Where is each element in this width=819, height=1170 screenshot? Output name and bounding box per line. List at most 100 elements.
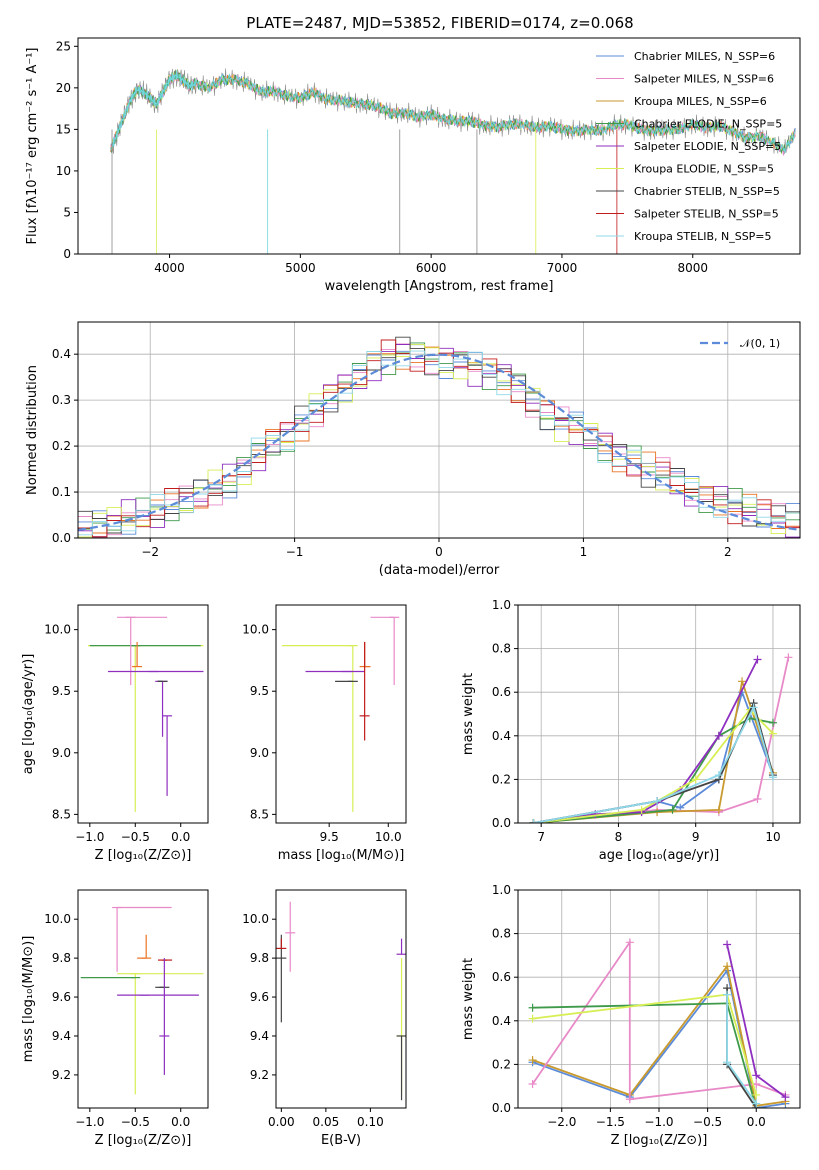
x-tick-label: 5000 (285, 261, 316, 275)
y-tick-label: 0.2 (492, 772, 511, 786)
y-tick-label: 0.4 (52, 347, 71, 361)
y-tick-label: 9.4 (250, 1029, 269, 1043)
series-point (528, 1014, 537, 1023)
panel-mass-vs-z: −1.0 −0.5 0.0 9.2 9.4 9.6 9.8 10.0 Z [log₁₀(Z/Z⊙… (21, 889, 209, 1148)
legend-entry: Kroupa MILES, N_SSP=6 (634, 95, 767, 108)
series-point (768, 773, 777, 782)
x-tick-label: −0.5 (121, 830, 150, 844)
errorbar-point (359, 641, 370, 741)
x-tick-label: 8000 (677, 261, 708, 275)
series-point (752, 1099, 761, 1108)
y-tick-label: 9.6 (250, 990, 269, 1004)
legend-entry: 𝒩(0, 1) (740, 337, 780, 350)
errorbar-point (117, 616, 168, 686)
series-point (768, 718, 777, 727)
y-tick-label: 9.8 (250, 951, 269, 965)
normal-curve (78, 353, 800, 531)
x-tick-label: −1 (286, 545, 304, 559)
series-point (691, 775, 700, 784)
y-tick-label: 0.8 (492, 642, 511, 656)
x-tick-label: 0.0 (747, 1115, 766, 1129)
x-tick-label: 2 (724, 545, 732, 559)
y-tick-label: 0.3 (52, 393, 71, 407)
x-tick-label: −1.5 (596, 1115, 625, 1129)
series-point (625, 938, 634, 947)
x-tick-label: 8 (615, 830, 623, 844)
series-point (625, 1095, 634, 1104)
y-tick-label: 8.5 (250, 807, 269, 821)
y-tick-label: 1.0 (492, 883, 511, 897)
x-axis-label: Z [log₁₀(Z/Z⊙)] (95, 1133, 192, 1148)
series-point (781, 1093, 790, 1102)
x-tick-label: 10 (765, 830, 780, 844)
x-tick-label: −1.0 (644, 1115, 673, 1129)
x-tick-label: 6000 (416, 261, 447, 275)
y-tick-label: 10 (56, 164, 71, 178)
y-tick-label: 10.0 (44, 912, 71, 926)
series-line-chabrier_elodie (532, 1002, 758, 1108)
y-tick-label: 0.0 (492, 816, 511, 830)
errorbar-point (159, 958, 170, 1075)
figure-title: PLATE=2487, MJD=53852, FIBERID=0174, z=0… (246, 14, 633, 32)
x-tick-label: −1.0 (75, 830, 104, 844)
x-axis-label: age [log₁₀(age/yr)] (599, 848, 720, 863)
plot-area (276, 901, 406, 1101)
plot-area (88, 616, 204, 812)
errorbar-point (396, 1035, 406, 1101)
plot-area (78, 336, 800, 538)
x-tick-label: 0.10 (357, 1115, 384, 1129)
histogram-chabrier_stelib (78, 336, 800, 538)
x-tick-label: 0.00 (268, 1115, 295, 1129)
series-point (653, 797, 662, 806)
errorbar-point (88, 645, 204, 812)
x-tick-label: −2 (141, 545, 159, 559)
errorbar-point (276, 934, 287, 1023)
plot-area (110, 68, 796, 254)
x-tick-label: 9.5 (320, 830, 339, 844)
series-point (768, 729, 777, 738)
series-line-kroupa_elodie (532, 993, 758, 1096)
legend-entry: Kroupa STELIB, N_SSP=5 (634, 230, 772, 243)
plot-area (528, 938, 790, 1108)
y-tick-label: 9.5 (52, 684, 71, 698)
x-tick-label: −0.5 (121, 1115, 150, 1129)
axes-frame (275, 889, 407, 1109)
x-tick-label: 9 (692, 830, 700, 844)
axes-frame (77, 37, 801, 255)
axes-frame (77, 889, 209, 1109)
errorbar-point (137, 934, 152, 959)
legend-entry: Chabrier STELIB, N_SSP=5 (634, 185, 780, 198)
series-point (784, 653, 793, 662)
series-point (752, 1090, 761, 1099)
plot-area (80, 906, 204, 1095)
y-axis-label: mass weight (461, 958, 476, 1040)
x-tick-label: 0.0 (171, 1115, 190, 1129)
y-tick-label: 9.2 (250, 1068, 269, 1082)
spectrum-line-cyan (110, 70, 796, 153)
legend-entry: Salpeter MILES, N_SSP=6 (634, 73, 774, 86)
series-point (714, 731, 723, 740)
panels: 4000 5000 6000 7000 80000510152025wavelength… (21, 37, 801, 1148)
y-tick-label: 10.0 (242, 623, 269, 637)
y-tick-label: 0.1 (52, 485, 71, 499)
y-tick-label: 9.2 (52, 1068, 71, 1082)
x-axis-label: Z [log₁₀(Z/Z⊙)] (611, 1133, 708, 1148)
plot-area (281, 616, 400, 812)
y-tick-label: 5 (63, 205, 71, 219)
y-axis-label: mass weight (461, 673, 476, 755)
series-point (753, 795, 762, 804)
panel-age-vs-z: −1.0 −0.5 0.0 8.5 9.0 9.5 10.0 Z [log₁₀(Z/Z⊙)] a… (21, 604, 209, 863)
y-tick-label: 1.0 (492, 598, 511, 612)
y-tick-label: 0.2 (492, 1057, 511, 1071)
y-tick-label: 25 (56, 39, 71, 53)
series-point (723, 1058, 732, 1067)
series-point (668, 805, 677, 814)
errorbar-point (112, 906, 172, 972)
x-tick-label: −1.0 (75, 1115, 104, 1129)
x-axis-label: (data-model)/error (379, 563, 500, 578)
y-tick-label: 10.0 (44, 623, 71, 637)
y-axis-label: age [log₁₀(age/yr)] (21, 654, 36, 775)
y-tick-label: 15 (56, 122, 71, 136)
y-tick-label: 0.4 (492, 1014, 511, 1028)
